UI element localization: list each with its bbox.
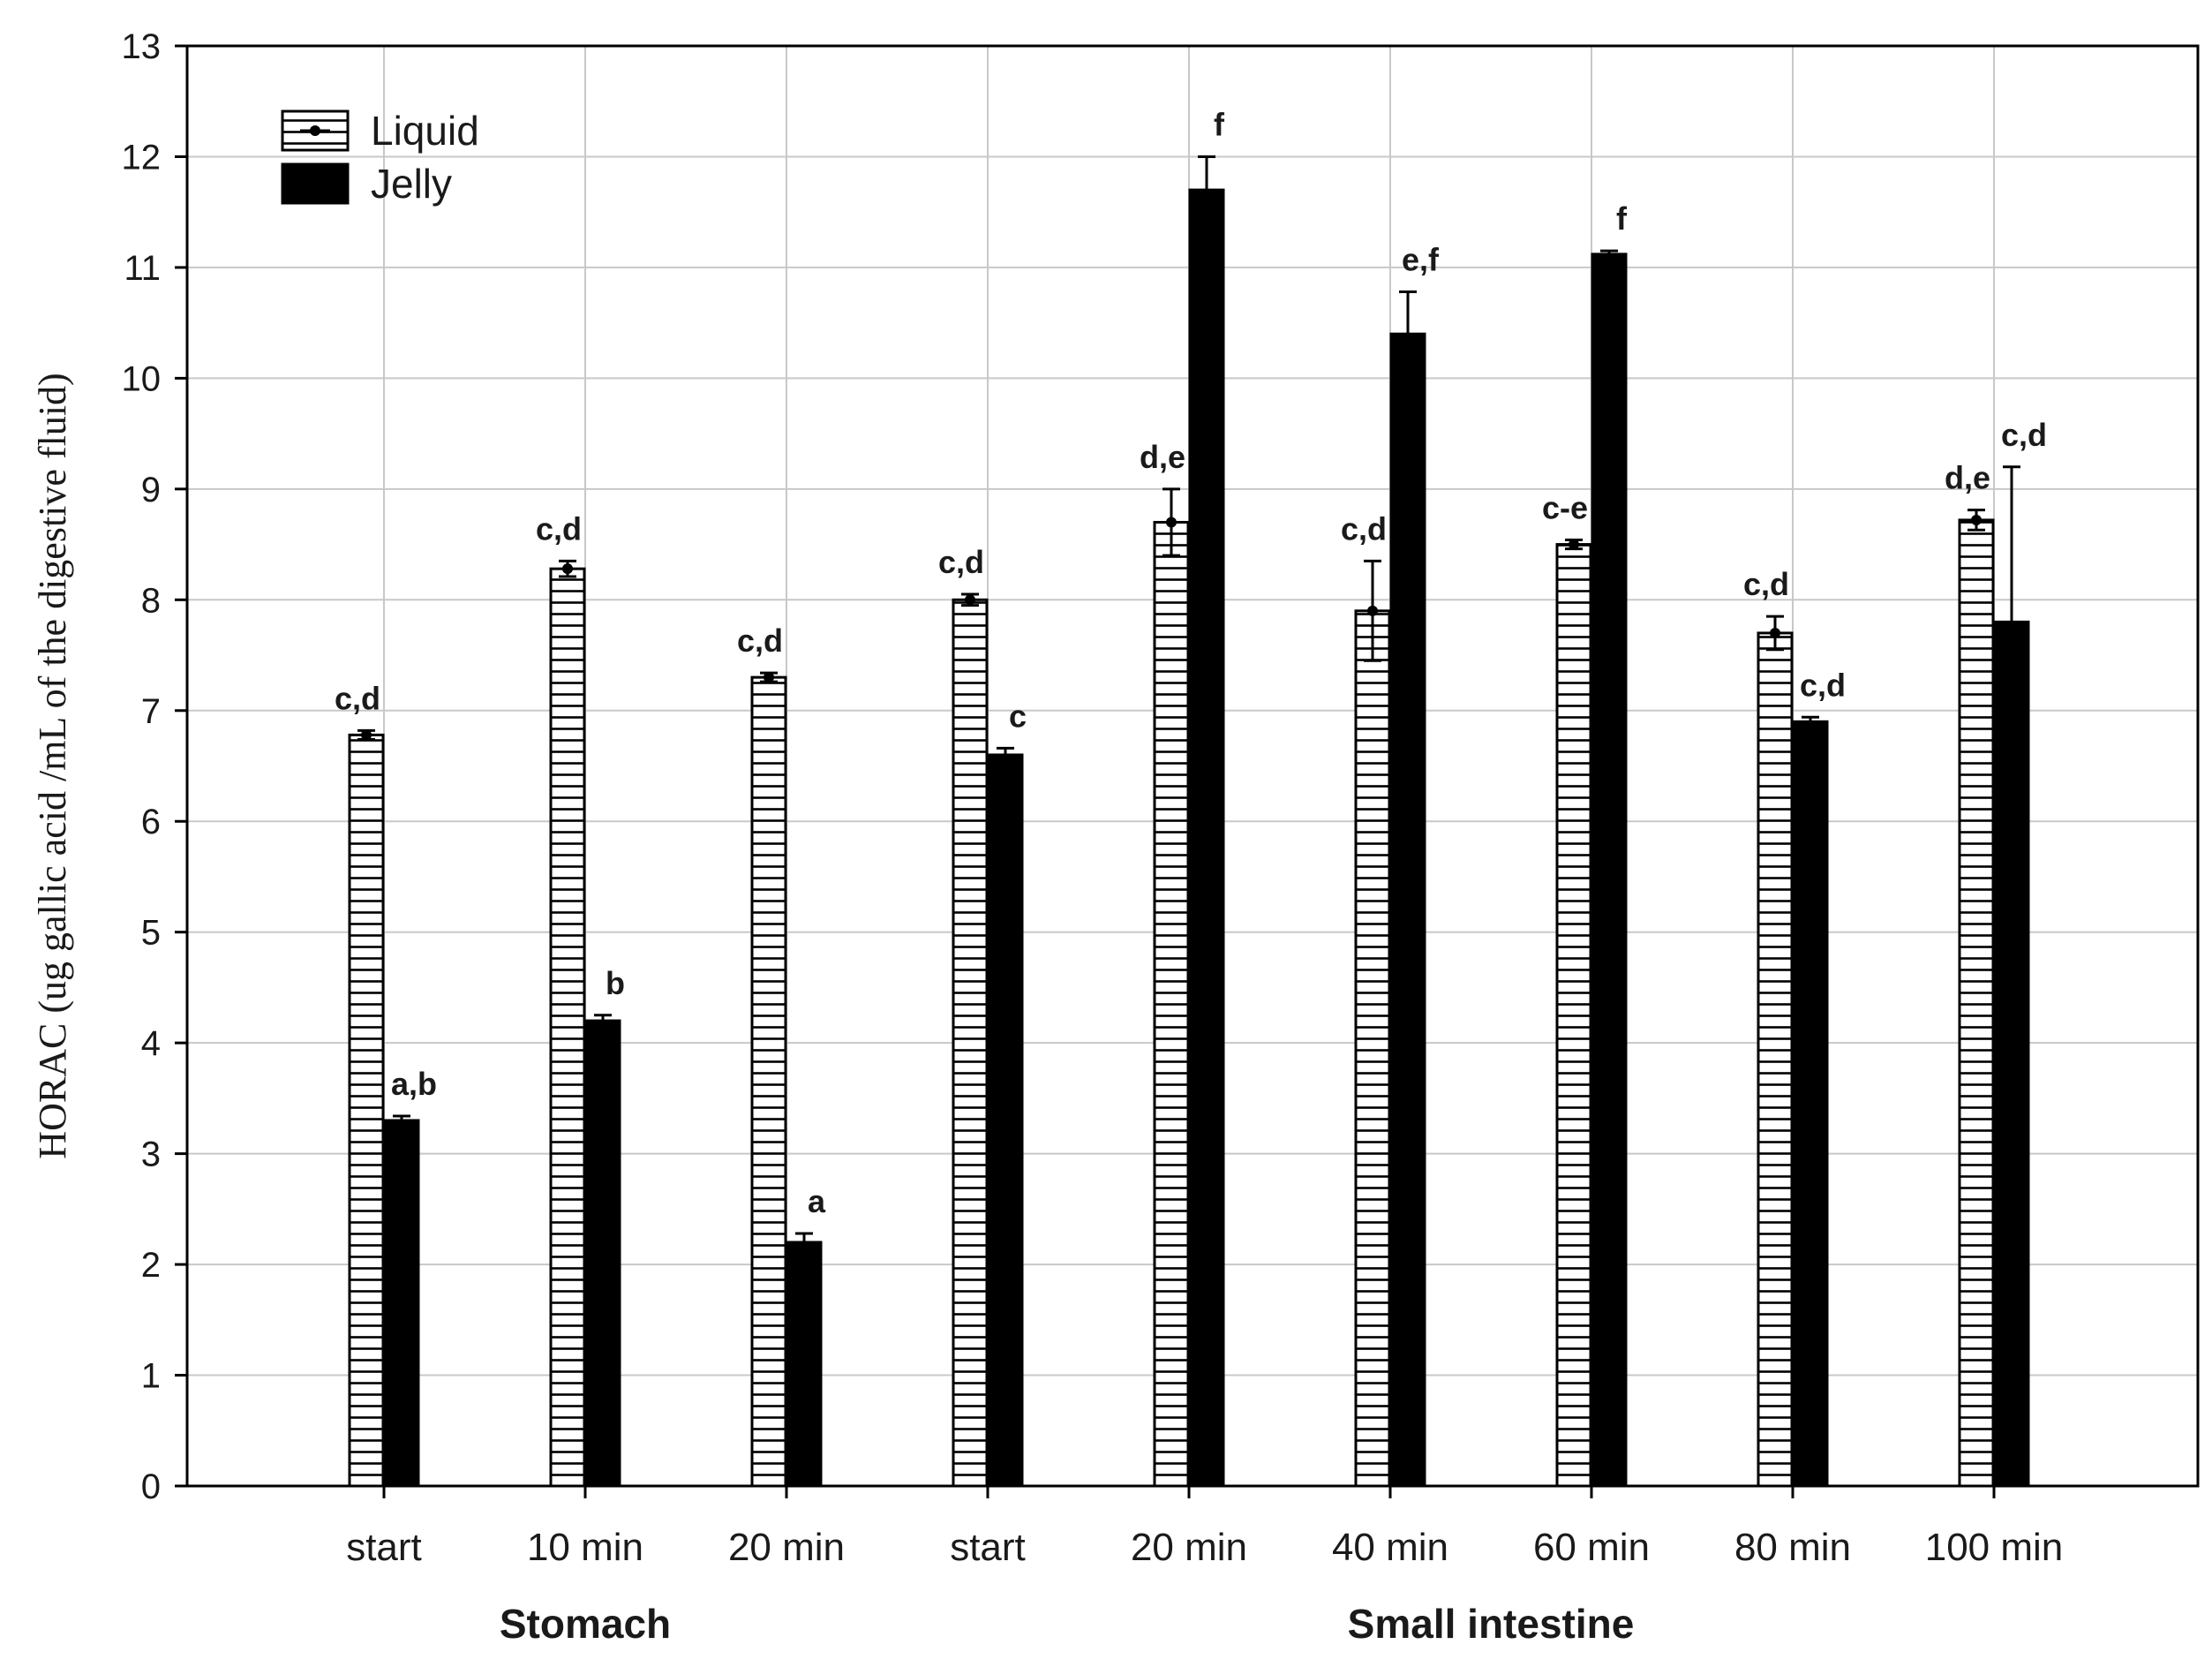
bars — [348, 155, 2030, 1488]
bar-jelly — [786, 1241, 823, 1488]
bar-liquid — [1958, 518, 1995, 1488]
mean-point — [1971, 514, 1982, 525]
significance-label: c,d — [1743, 566, 1789, 602]
significance-label: c,d — [536, 510, 582, 547]
y-tick-label: 9 — [141, 471, 161, 509]
significance-label: d,e — [1140, 439, 1185, 475]
significance-label: c-e — [1542, 490, 1588, 526]
significance-label: c,d — [335, 680, 380, 716]
significance-label: a — [808, 1183, 826, 1219]
y-tick-label: 6 — [141, 803, 161, 841]
bar-jelly — [987, 753, 1024, 1488]
significance-label: c,d — [737, 622, 783, 659]
bar-liquid — [348, 733, 385, 1488]
x-tick-label: 100 min — [1925, 1526, 2064, 1569]
significance-label: c — [1009, 698, 1027, 734]
bar-liquid — [750, 675, 787, 1488]
significance-label: f — [1616, 200, 1628, 237]
bar-liquid — [1757, 631, 1794, 1488]
x-tick-label: start — [346, 1526, 422, 1569]
y-tick-label: 1 — [141, 1357, 161, 1396]
x-tick-label: 60 min — [1533, 1526, 1650, 1569]
mean-point — [562, 563, 573, 575]
significance-label: c,d — [1341, 510, 1387, 547]
group-label: Stomach — [500, 1601, 671, 1647]
significance-label: c,d — [938, 544, 984, 580]
y-tick-label: 0 — [141, 1467, 161, 1506]
y-tick-label: 13 — [122, 27, 162, 66]
y-axis-label: HORAC (ug gallic acid /mL of the digesti… — [31, 373, 74, 1158]
bar-liquid — [1153, 520, 1190, 1488]
bar-jelly — [584, 1019, 621, 1488]
mean-point — [1770, 627, 1780, 638]
legend-label-liquid: Liquid — [371, 108, 479, 154]
x-tick-label: 10 min — [527, 1526, 643, 1569]
bar-jelly — [1792, 720, 1829, 1488]
y-tick-label: 8 — [141, 581, 161, 620]
significance-label: f — [1214, 106, 1225, 142]
x-tick-label: 20 min — [728, 1526, 845, 1569]
bar-jelly — [1591, 253, 1628, 1488]
bar-liquid — [952, 598, 989, 1488]
legend-swatch-jelly — [281, 162, 350, 205]
y-tick-label: 3 — [141, 1135, 161, 1174]
mean-point — [1367, 605, 1378, 616]
y-tick-label: 10 — [122, 359, 162, 398]
significance-label: d,e — [1945, 460, 1990, 496]
bar-jelly — [383, 1119, 420, 1488]
x-tick-label: 40 min — [1332, 1526, 1448, 1569]
bar-liquid — [1555, 543, 1592, 1488]
legend-label-jelly: Jelly — [371, 161, 452, 207]
significance-label: e,f — [1402, 242, 1440, 278]
x-tick-label: start — [950, 1526, 1026, 1569]
mean-point — [1166, 517, 1177, 528]
x-tick-label: 80 min — [1734, 1526, 1851, 1569]
labels: c,d c,d c,d c,d d,e c,d c-e c,d d,e a,b b a c f e,f f c,… — [335, 106, 2047, 1218]
plot-frame — [185, 44, 2200, 1488]
mean-point — [965, 594, 975, 606]
mean-point — [764, 672, 774, 683]
significance-label: b — [606, 965, 625, 1001]
bar-jelly — [1389, 332, 1426, 1488]
y-tick-label: 2 — [141, 1246, 161, 1285]
mean-point — [1569, 539, 1579, 550]
group-label: Small intestine — [1348, 1601, 1635, 1647]
legend: Liquid Jelly — [281, 108, 479, 207]
significance-label: a,b — [391, 1066, 437, 1102]
bar-liquid — [549, 567, 586, 1488]
bar-jelly — [1188, 188, 1225, 1488]
y-tick-label: 12 — [122, 138, 162, 177]
x-tick-label: 20 min — [1131, 1526, 1247, 1569]
significance-label: c,d — [1800, 667, 1846, 703]
y-tick-label: 4 — [141, 1024, 161, 1063]
y-tick-label: 5 — [141, 914, 161, 953]
y-tick-label: 11 — [124, 249, 161, 288]
y-tick-label: 7 — [141, 692, 161, 731]
mean-point — [361, 729, 372, 741]
bar-liquid — [1354, 609, 1391, 1488]
significance-label: c,d — [2001, 417, 2047, 453]
